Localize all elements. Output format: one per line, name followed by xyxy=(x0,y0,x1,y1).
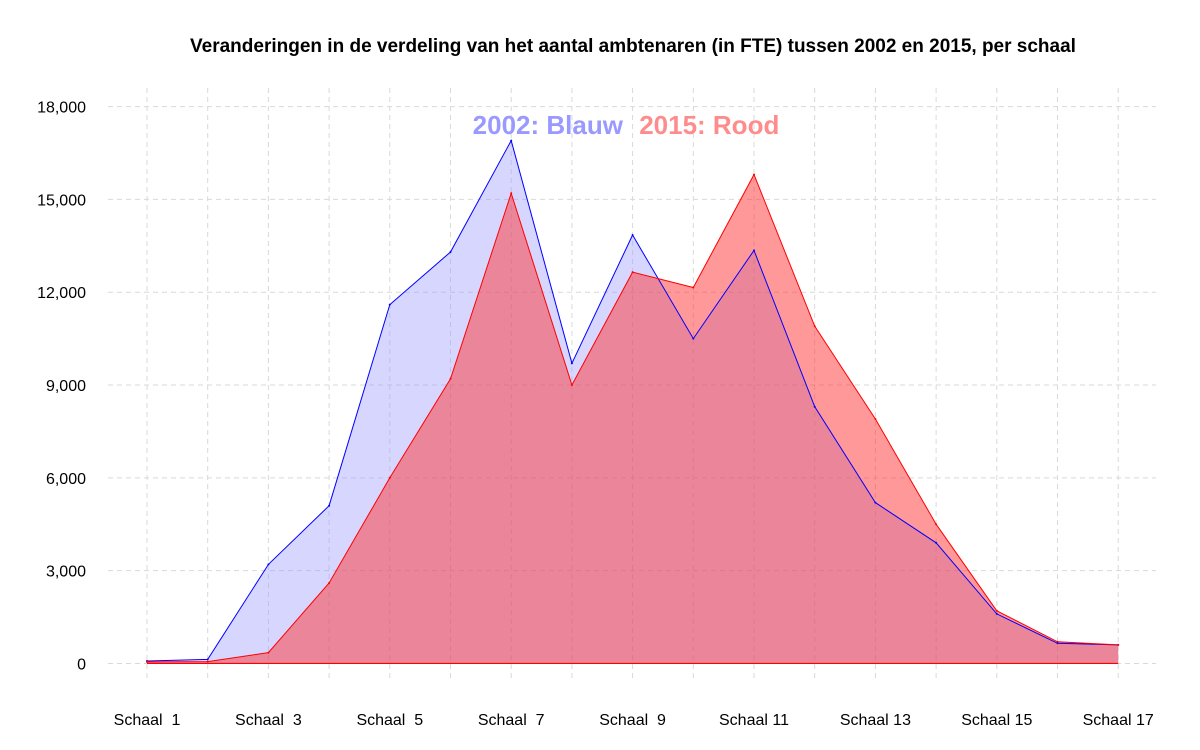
data-point xyxy=(935,523,938,526)
x-tick-label: Schaal 7 xyxy=(478,712,545,729)
data-point xyxy=(267,563,270,566)
legend: 2002: Blauw 2015: Rood xyxy=(473,110,780,140)
data-point xyxy=(995,609,998,612)
y-tick-label: 3,000 xyxy=(46,564,86,581)
data-point xyxy=(206,658,209,661)
data-point xyxy=(510,139,513,142)
data-point xyxy=(935,541,938,544)
data-point xyxy=(449,377,452,380)
data-point xyxy=(692,286,695,289)
y-tick-label: 6,000 xyxy=(46,471,86,488)
data-point xyxy=(388,303,391,306)
data-point xyxy=(631,271,634,274)
x-tick-label: Schaal 3 xyxy=(235,712,302,729)
x-tick-label: Schaal 17 xyxy=(1083,712,1154,729)
data-point xyxy=(146,660,148,663)
data-point xyxy=(995,612,998,615)
data-point xyxy=(874,501,877,504)
data-point xyxy=(388,476,391,479)
x-tick-label: Schaal 11 xyxy=(719,712,789,729)
data-point xyxy=(570,384,573,386)
y-tick-label: 15,000 xyxy=(37,192,86,209)
x-tick-label: Schaal 9 xyxy=(599,712,666,729)
y-tick-label: 12,000 xyxy=(37,285,86,302)
data-point xyxy=(570,362,573,365)
data-point xyxy=(631,234,634,236)
x-axis: Schaal 1 Schaal 3 Schaal 5 Schaal 7 Schaal 9… xyxy=(114,712,1154,729)
data-point xyxy=(328,504,331,507)
data-point xyxy=(1117,643,1120,646)
x-tick-label: Schaal 15 xyxy=(961,712,1032,729)
data-point xyxy=(692,337,695,340)
data-point xyxy=(1056,640,1059,643)
data-point xyxy=(328,582,331,584)
x-tick-label: Schaal 13 xyxy=(840,712,911,729)
data-point xyxy=(267,651,270,654)
legend-item-2002: 2002: Blauw xyxy=(473,110,624,140)
y-axis: 0 3,000 6,000 9,000 12,000 15,000 18,000 xyxy=(37,100,86,674)
x-tick-label: Schaal 1 xyxy=(114,712,181,729)
x-tick-label: Schaal 5 xyxy=(356,712,423,729)
data-point xyxy=(874,418,877,420)
plot-area xyxy=(146,139,1120,665)
y-tick-label: 9,000 xyxy=(46,378,86,395)
y-tick-label: 0 xyxy=(77,656,86,673)
data-point xyxy=(753,249,755,252)
data-point xyxy=(449,251,452,253)
data-point xyxy=(1056,642,1059,645)
data-point xyxy=(813,405,816,408)
chart-title: Veranderingen in de verdeling van het aa… xyxy=(190,36,1076,57)
data-point xyxy=(510,192,513,195)
series-area-1 xyxy=(147,174,1119,664)
legend-item-2015: 2015: Rood xyxy=(639,110,779,140)
data-point xyxy=(813,325,816,328)
data-point xyxy=(206,660,209,663)
y-tick-label: 18,000 xyxy=(37,100,86,117)
data-point xyxy=(753,173,755,176)
